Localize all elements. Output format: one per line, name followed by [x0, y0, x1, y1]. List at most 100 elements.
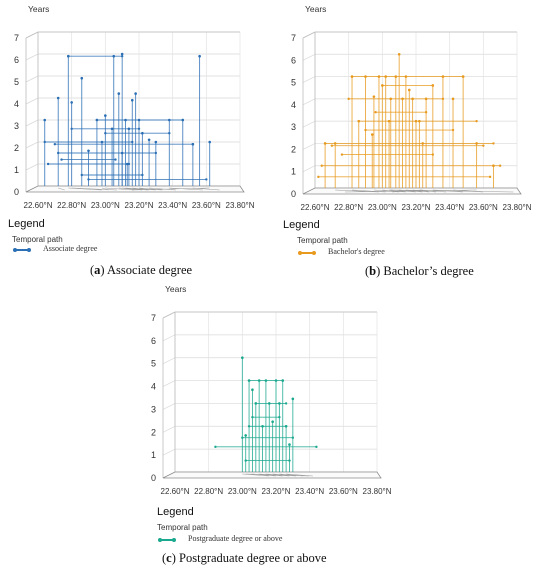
- y-tick-label: 5: [291, 78, 296, 88]
- gridline-side: [25, 75, 39, 83]
- y-tick-label: 0: [14, 187, 19, 197]
- path-point: [315, 445, 318, 449]
- gridline-side: [25, 97, 39, 105]
- path-point: [114, 158, 117, 161]
- gridline-side: [25, 163, 39, 171]
- gridline-side: [162, 448, 176, 456]
- y-tick-label: 1: [291, 167, 296, 177]
- path-point: [247, 425, 251, 428]
- legend-swatch: [13, 248, 31, 252]
- gridline-side: [162, 357, 176, 365]
- x-tick-label: 23.40°N: [295, 487, 324, 496]
- legend-swatch: [298, 251, 316, 255]
- path-point: [120, 55, 124, 58]
- path-point: [154, 140, 158, 144]
- y-tick-label: 3: [14, 121, 19, 131]
- y-tick-label: 7: [151, 313, 156, 323]
- x-tick-label: 22.80°N: [194, 487, 223, 496]
- legend-title: Legend: [8, 218, 45, 230]
- floor-trace: [71, 187, 117, 191]
- path-point: [205, 178, 208, 181]
- x-tick-label: 22.80°N: [57, 201, 86, 210]
- legend-entry: Associate degree: [43, 244, 98, 253]
- temporal-paths: [214, 356, 318, 472]
- y-tick-label: 5: [151, 359, 156, 369]
- floor-trace: [392, 189, 423, 193]
- path-point: [381, 84, 384, 87]
- legend-entry: Postgraduate degree or above: [188, 534, 283, 543]
- x-tick-label: 23.80°N: [503, 203, 532, 212]
- x-tick-label: 23.80°N: [226, 201, 255, 210]
- y-axis-label: Years: [28, 4, 49, 14]
- path-point: [247, 379, 251, 382]
- path-point: [120, 52, 124, 56]
- path-point: [56, 96, 60, 100]
- floor-footprints: [58, 187, 220, 191]
- caption: (c) Postgraduate degree or above: [162, 551, 327, 565]
- path-point: [43, 140, 46, 144]
- x-tick-label: 22.60°N: [161, 487, 190, 496]
- legend-title: Legend: [157, 506, 194, 518]
- path-point: [134, 92, 137, 95]
- temporal-paths: [317, 52, 502, 188]
- y-tick-label: 6: [151, 336, 156, 346]
- path-point: [288, 459, 291, 462]
- path-point: [244, 434, 247, 437]
- path-point: [131, 140, 134, 144]
- path-point: [288, 443, 291, 446]
- path-point: [291, 436, 295, 439]
- x-tick-label: 23.80°N: [363, 487, 392, 496]
- path-point: [281, 379, 284, 382]
- y-tick-label: 4: [14, 99, 19, 109]
- y-tick-label: 7: [14, 33, 19, 43]
- y-tick-label: 1: [151, 450, 156, 460]
- floor-trace: [122, 187, 148, 191]
- grid: [302, 31, 522, 195]
- path-point: [291, 397, 295, 401]
- gridline-side: [162, 334, 176, 342]
- grid: [162, 311, 382, 479]
- gridline-side: [162, 403, 176, 410]
- path-point: [214, 445, 217, 449]
- path-point: [87, 149, 90, 153]
- path-point: [340, 153, 344, 156]
- path-point: [251, 388, 254, 392]
- path-point: [374, 111, 377, 114]
- gridline-side: [302, 76, 316, 83]
- y-tick-label: 2: [14, 143, 19, 153]
- x-tick-label: 23.60°N: [469, 203, 498, 212]
- path-point: [372, 95, 376, 98]
- caption-letter: a: [94, 263, 101, 277]
- path-point: [475, 119, 478, 123]
- gridline-side: [162, 380, 176, 387]
- path-point: [451, 128, 455, 132]
- path-point: [451, 97, 455, 101]
- path-point: [254, 402, 257, 405]
- axes-wall: [302, 31, 517, 194]
- gridline-side: [25, 141, 39, 149]
- path-point: [241, 356, 244, 360]
- path-point: [168, 132, 171, 135]
- path-point: [370, 133, 374, 136]
- path-point: [87, 178, 90, 181]
- caption-text: Associate degree: [107, 263, 193, 277]
- path-point: [95, 118, 99, 122]
- floor-trace: [382, 189, 406, 193]
- path-point: [137, 127, 141, 130]
- path-point: [317, 175, 320, 179]
- path-point: [241, 436, 244, 439]
- x-tick-label: 23.20°N: [125, 201, 154, 210]
- floor-trace: [389, 189, 514, 193]
- floor-trace: [242, 473, 270, 477]
- path-point: [364, 128, 367, 132]
- path-point: [407, 88, 411, 92]
- path-point: [330, 144, 334, 147]
- legend-subtitle: Temporal path: [157, 523, 208, 532]
- path-point: [181, 118, 184, 122]
- caption-text: Bachelor’s degree: [383, 264, 474, 278]
- gridline-side: [302, 165, 316, 173]
- gridline-side: [162, 425, 176, 433]
- path-point: [244, 459, 247, 462]
- path-point: [191, 143, 195, 146]
